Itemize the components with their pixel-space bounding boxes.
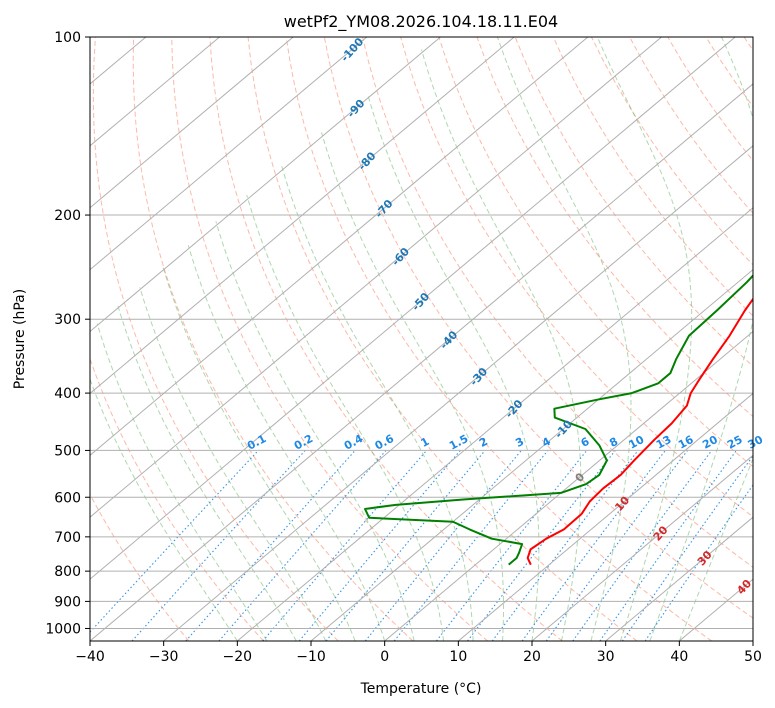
mixing-ratio-line	[521, 450, 666, 641]
dry-adiabat-line	[92, 37, 339, 641]
mixing-ratio-line	[621, 454, 753, 641]
x-tick-label: 30	[597, 649, 615, 665]
mixing-ratio-line	[90, 450, 259, 633]
profile-lines	[364, 274, 753, 566]
mixing-ratio-label: 30	[746, 433, 766, 452]
mixing-ratio-line	[572, 450, 713, 641]
mixing-ratio-label: 25	[725, 433, 745, 452]
dry-adiabat-line	[476, 37, 753, 418]
x-tick-label: 10	[449, 649, 467, 665]
moist-adiabat-line	[117, 305, 297, 641]
moist-adiabat-line	[421, 49, 582, 641]
dry-adiabat-line	[209, 37, 563, 641]
mixing-ratio-line	[185, 450, 356, 641]
mixing-ratio-line	[599, 450, 737, 641]
mixing-ratio-line	[393, 450, 549, 641]
isotherm-line	[310, 268, 753, 641]
isotherm-line	[90, 37, 441, 333]
background-lines	[90, 37, 753, 641]
dry-adiabat-line	[362, 37, 753, 568]
x-tick-label: −10	[296, 649, 326, 665]
y-tick-label: 700	[54, 530, 81, 546]
plot-frame	[89, 36, 754, 642]
isotherm-line	[90, 37, 368, 271]
x-tick-label: 40	[670, 649, 688, 665]
x-tick-label: −30	[149, 649, 179, 665]
mixing-ratio-line	[298, 450, 461, 641]
isotherm-line	[458, 392, 753, 641]
temperature-profile-line	[526, 297, 753, 566]
moist-adiabat-line	[96, 323, 268, 641]
dry-adiabat-line	[514, 37, 753, 367]
mixing-ratio-label: 13	[654, 433, 674, 452]
x-axis-label: Temperature (°C)	[360, 681, 482, 697]
isotherm-line	[90, 37, 589, 456]
isotherm-line	[605, 516, 753, 641]
y-tick-label: 400	[54, 386, 81, 402]
mixing-ratio-label: 10	[627, 433, 647, 452]
y-tick-label: 800	[54, 564, 81, 580]
y-tick-label: 1000	[45, 621, 81, 637]
moist-adiabat-line	[139, 287, 327, 641]
isotherm-line	[237, 207, 753, 641]
isotherm-line	[531, 454, 753, 641]
dry-adiabat-line	[552, 37, 753, 317]
mixing-ratio-line	[364, 450, 522, 641]
moist-adiabat-line	[367, 94, 540, 641]
mixing-ratio-line	[545, 450, 688, 641]
isotherm-line	[90, 37, 220, 147]
mixing-ratio-line	[131, 450, 306, 641]
x-tick-label: 50	[744, 649, 762, 665]
moist-adiabat-line	[496, 37, 632, 641]
isotherm-line	[90, 83, 753, 641]
x-tick-label: −20	[223, 649, 253, 665]
isotherm-line	[90, 37, 515, 395]
chart-title: wetPf2_YM08.2026.104.18.11.E04	[284, 12, 558, 32]
moist-adiabat-line	[246, 194, 445, 641]
y-tick-label: 900	[54, 594, 81, 610]
isotherm-line	[90, 37, 662, 518]
y-axis: 100 200 300 400 500 600 700 800 900 1000	[45, 30, 90, 637]
x-tick-label: −40	[75, 649, 105, 665]
dry-adiabat-line	[132, 37, 414, 641]
x-axis: −40 −30 −20 −10 0 10 20 30 40 50	[75, 641, 762, 665]
moist-adiabat-line	[90, 377, 238, 641]
y-tick-label: 100	[54, 30, 81, 46]
mixing-ratio-line	[467, 450, 616, 641]
isotherm-line	[90, 37, 736, 580]
pressure-gridlines	[90, 37, 753, 629]
moist-adiabat-line	[321, 132, 505, 641]
mixing-ratio-line	[325, 450, 486, 641]
isotherm-line	[163, 145, 753, 641]
isotherm-line	[90, 37, 294, 209]
mixing-ratio-line	[644, 484, 753, 641]
y-tick-label: 500	[54, 443, 81, 459]
y-tick-label: 600	[54, 490, 81, 506]
mixing-ratio-line	[491, 450, 639, 641]
dewpoint-profile-line	[364, 274, 753, 566]
y-axis-label: Pressure (hPa)	[12, 289, 28, 389]
x-tick-label: 20	[523, 649, 541, 665]
dry-adiabat-line	[285, 37, 712, 641]
y-tick-label: 200	[54, 208, 81, 224]
dry-adiabat-line	[323, 37, 753, 619]
mixing-ratio-label: 16	[676, 433, 696, 452]
dry-adiabat-line	[90, 357, 264, 641]
moist-adiabat-line	[596, 37, 693, 641]
mixing-ratio-label: 20	[700, 433, 720, 452]
isotherm-lines	[90, 37, 753, 641]
moist-adiabat-line	[215, 221, 415, 641]
y-tick-label: 300	[54, 312, 81, 328]
moist-adiabat-line	[649, 37, 753, 641]
x-tick-label: 0	[380, 649, 389, 665]
dry-adiabat-line	[247, 37, 638, 641]
